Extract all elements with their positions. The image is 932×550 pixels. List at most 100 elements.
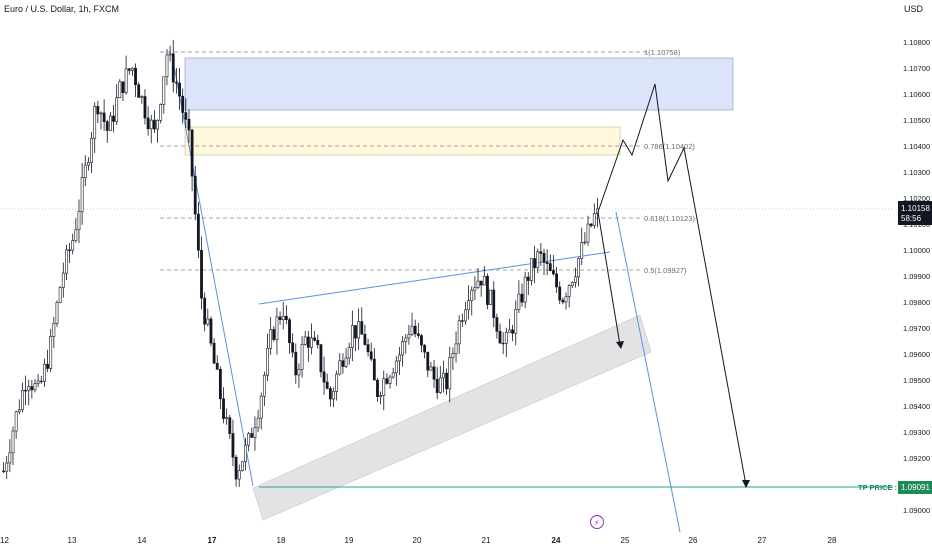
short-arrowhead <box>616 341 624 349</box>
candle-body <box>344 357 348 367</box>
candle-body <box>8 452 12 464</box>
candle-body <box>300 344 304 370</box>
projection-arrowhead <box>742 480 750 488</box>
candle-body <box>2 470 5 473</box>
candle-body <box>43 363 46 382</box>
candle-body <box>580 242 584 259</box>
economic-event-icon[interactable] <box>590 515 604 529</box>
price-tick-label: 1.09800 <box>903 298 930 307</box>
lightning-icon: ⚡ <box>594 519 600 528</box>
price-tick-label: 1.09000 <box>903 506 930 515</box>
candle-body <box>83 164 87 178</box>
candle-body <box>476 280 480 288</box>
price-tick-label: 1.09300 <box>903 428 930 437</box>
candle-body <box>178 82 181 97</box>
candle-body <box>482 275 486 286</box>
candle-body <box>570 282 574 286</box>
candle-body <box>391 372 395 378</box>
candle-body <box>39 380 43 383</box>
candle-body <box>256 417 260 429</box>
price-tick-label: 1.10700 <box>903 64 930 73</box>
candle-body <box>162 76 166 105</box>
time-tick-label: 27 <box>758 536 767 545</box>
candle-body <box>149 119 153 130</box>
price-tick-label: 1.09500 <box>903 376 930 385</box>
candle-body <box>203 297 207 325</box>
candle-body <box>46 363 49 369</box>
candle-body <box>589 223 593 226</box>
candle-body <box>567 285 571 298</box>
candle-body <box>222 398 225 419</box>
candle-body <box>71 240 75 251</box>
candle-body <box>382 378 386 396</box>
time-tick-label: 19 <box>345 536 354 545</box>
fib-zone <box>184 126 621 156</box>
candle-body <box>49 336 53 369</box>
candle-body <box>159 104 163 121</box>
candle-body <box>87 162 90 166</box>
price-scale[interactable]: 1.10800 1.10700 1.10600 1.10500 1.10400 1.103… <box>903 38 930 515</box>
candle-body <box>5 462 9 472</box>
candle-body <box>548 263 552 271</box>
candle-body <box>501 342 505 345</box>
tp-price-badge <box>898 481 932 494</box>
time-tick-label: 25 <box>621 536 630 545</box>
candle-body <box>413 325 417 335</box>
candle-body <box>196 213 200 251</box>
candle-body <box>526 276 530 281</box>
candle-body <box>240 461 244 471</box>
candle-body <box>11 430 15 454</box>
current-price-badge <box>898 201 932 225</box>
candle-body <box>259 395 263 419</box>
candle-body <box>511 329 514 334</box>
candle-body <box>36 380 40 384</box>
candle-body <box>555 273 558 288</box>
candle-body <box>77 211 81 231</box>
candle-body <box>495 317 499 332</box>
candle-body <box>115 97 119 122</box>
candle-body <box>17 409 21 413</box>
candle-body <box>109 115 112 131</box>
candle-body <box>112 115 115 122</box>
candle-body <box>130 67 134 71</box>
time-axis[interactable]: 12 13 14 17 18 19 20 21 24 25 26 27 28 <box>0 536 837 545</box>
candle-body <box>30 386 34 391</box>
time-tick-label: 18 <box>277 536 286 545</box>
candle-body <box>310 337 313 348</box>
time-tick-label: 20 <box>413 536 422 545</box>
candle-body <box>410 325 414 335</box>
candle-body <box>454 343 458 354</box>
supply-zone <box>184 57 734 111</box>
candle-body <box>294 351 298 376</box>
candle-body <box>187 119 191 131</box>
candle-body <box>539 251 543 254</box>
candle-body <box>464 309 467 322</box>
candle-body <box>174 81 178 84</box>
candle-body <box>93 106 97 139</box>
time-tick-label: 14 <box>138 536 147 545</box>
candle-body <box>143 96 147 119</box>
price-tick-label: 1.10800 <box>903 38 930 47</box>
candle-body <box>347 347 351 359</box>
candle-body <box>272 329 276 340</box>
candle-body <box>212 342 216 364</box>
candle-body <box>244 444 247 463</box>
candle-body <box>127 68 131 71</box>
candle-body <box>492 289 496 318</box>
candle-body <box>68 249 71 251</box>
time-tick-label: 28 <box>828 536 837 545</box>
candle-body <box>262 374 266 397</box>
candle-body <box>328 388 332 400</box>
candle-body <box>165 54 169 78</box>
candle-body <box>586 223 590 243</box>
candle-body <box>322 371 326 383</box>
candle-body <box>206 318 210 325</box>
candle-body <box>281 315 285 321</box>
candle-body <box>237 470 241 480</box>
price-tick-label: 1.10600 <box>903 90 930 99</box>
price-tick-label: 1.10400 <box>903 142 930 151</box>
candle-body <box>234 456 238 480</box>
candle-body <box>250 433 254 438</box>
candle-body <box>486 275 489 305</box>
